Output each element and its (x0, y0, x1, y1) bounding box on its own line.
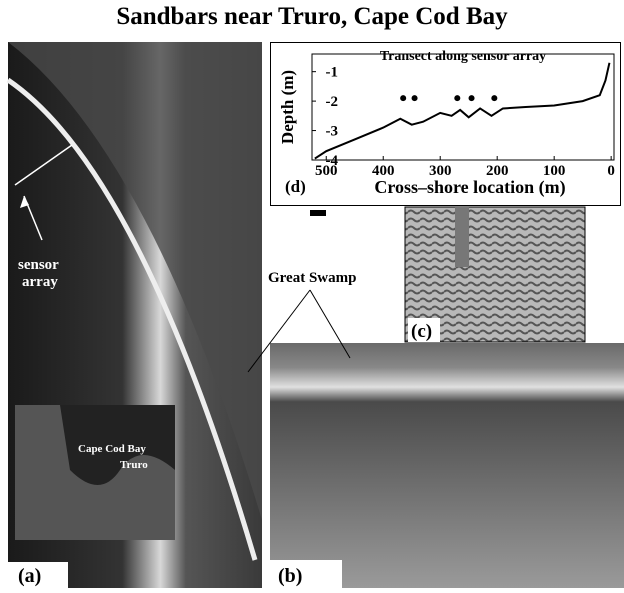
label: Cape Cod Bay (78, 443, 146, 455)
bar-marker (454, 95, 460, 101)
panel-label: (a) (18, 565, 41, 587)
person (455, 207, 469, 267)
label: array (22, 274, 58, 290)
x-tick-label: 200 (486, 163, 509, 179)
label: Truro (120, 459, 148, 471)
y-tick-label: -2 (326, 94, 339, 110)
label: sensor (18, 257, 59, 273)
chart-title: Transect along sensor array (380, 49, 546, 64)
panel-label: (b) (278, 565, 302, 587)
panel-label: (d) (285, 177, 306, 196)
bar-marker (400, 95, 406, 101)
y-tick-label: -3 (326, 124, 339, 140)
x-tick-label: 400 (372, 163, 395, 179)
y-tick-label: -4 (326, 153, 339, 169)
page: Sandbars near Truro, Cape Cod Bay sensor… (0, 0, 624, 588)
x-label: Cross–shore location (m) (374, 177, 565, 198)
bar-marker (469, 95, 475, 101)
figure-title: Sandbars near Truro, Cape Cod Bay (116, 3, 508, 30)
y-label: Depth (m) (278, 70, 297, 144)
photo-b (270, 343, 624, 588)
bar-marker (491, 95, 497, 101)
figure: Sandbars near Truro, Cape Cod Bay sensor… (0, 0, 624, 588)
bar-marker (412, 95, 418, 101)
x-tick-label: 100 (543, 163, 566, 179)
panel-label: (c) (411, 321, 432, 342)
x-tick-label: 300 (429, 163, 452, 179)
label: Great Swamp (268, 270, 356, 286)
marker-icon (310, 210, 326, 216)
x-tick-label: 0 (607, 163, 615, 179)
y-tick-label: -1 (326, 65, 339, 81)
